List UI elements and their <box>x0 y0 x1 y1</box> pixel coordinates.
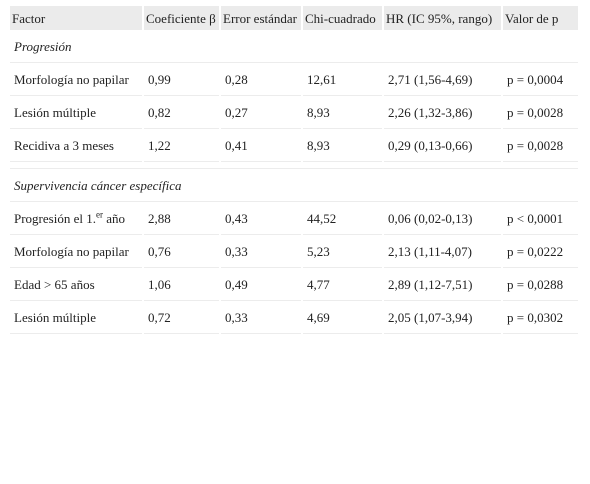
hr-cell: 2,89 (1,12-7,51) <box>384 270 501 301</box>
error-cell: 0,43 <box>221 204 301 235</box>
header-hr: HR (IC 95%, rango) <box>384 6 501 30</box>
factor-cell: Progresión el 1.er año <box>10 204 142 235</box>
factor-cell: Lesión múltiple <box>10 98 142 129</box>
section-title: Supervivencia cáncer específica <box>10 171 578 202</box>
p-cell: p = 0,0004 <box>503 65 578 96</box>
p-cell: p = 0,0288 <box>503 270 578 301</box>
hr-cell: 2,26 (1,32-3,86) <box>384 98 501 129</box>
coef-cell: 0,72 <box>144 303 219 334</box>
p-cell: p = 0,0302 <box>503 303 578 334</box>
factor-cell: Morfología no papilar <box>10 237 142 268</box>
header-std-error: Error estándar <box>221 6 301 30</box>
chi-cell: 44,52 <box>303 204 382 235</box>
p-cell: p = 0,0028 <box>503 98 578 129</box>
error-cell: 0,41 <box>221 131 301 162</box>
table-row: Lesión múltiple 0,72 0,33 4,69 2,05 (1,0… <box>10 303 578 334</box>
error-cell: 0,28 <box>221 65 301 96</box>
table-row: Edad > 65 años 1,06 0,49 4,77 2,89 (1,12… <box>10 270 578 301</box>
p-cell: p < 0,0001 <box>503 204 578 235</box>
p-cell: p = 0,0222 <box>503 237 578 268</box>
p-cell: p = 0,0028 <box>503 131 578 162</box>
error-cell: 0,49 <box>221 270 301 301</box>
header-chi-square: Chi-cuadrado <box>303 6 382 30</box>
factor-cell: Recidiva a 3 meses <box>10 131 142 162</box>
header-coefficient: Coeficiente β <box>144 6 219 30</box>
coef-cell: 0,99 <box>144 65 219 96</box>
table-row: Lesión múltiple 0,82 0,27 8,93 2,26 (1,3… <box>10 98 578 129</box>
chi-cell: 4,69 <box>303 303 382 334</box>
chi-cell: 4,77 <box>303 270 382 301</box>
chi-cell: 8,93 <box>303 131 382 162</box>
header-p-value: Valor de p <box>503 6 578 30</box>
hr-cell: 0,29 (0,13-0,66) <box>384 131 501 162</box>
table-row: Morfología no papilar 0,99 0,28 12,61 2,… <box>10 65 578 96</box>
chi-cell: 5,23 <box>303 237 382 268</box>
error-cell: 0,27 <box>221 98 301 129</box>
section-title: Progresión <box>10 32 578 63</box>
table-row: Recidiva a 3 meses 1,22 0,41 8,93 0,29 (… <box>10 131 578 162</box>
coef-cell: 0,76 <box>144 237 219 268</box>
section-row: Progresión <box>10 32 578 63</box>
header-row: Factor Coeficiente β Error estándar Chi-… <box>10 6 578 30</box>
coef-cell: 2,88 <box>144 204 219 235</box>
hr-cell: 2,13 (1,11-4,07) <box>384 237 501 268</box>
hr-cell: 2,05 (1,07-3,94) <box>384 303 501 334</box>
error-cell: 0,33 <box>221 237 301 268</box>
header-factor: Factor <box>10 6 142 30</box>
hr-cell: 0,06 (0,02-0,13) <box>384 204 501 235</box>
coef-cell: 0,82 <box>144 98 219 129</box>
error-cell: 0,33 <box>221 303 301 334</box>
table-row: Morfología no papilar 0,76 0,33 5,23 2,1… <box>10 237 578 268</box>
table-row: Progresión el 1.er año 2,88 0,43 44,52 0… <box>10 204 578 235</box>
factor-cell: Edad > 65 años <box>10 270 142 301</box>
factor-cell: Lesión múltiple <box>10 303 142 334</box>
coef-cell: 1,06 <box>144 270 219 301</box>
superscript: er <box>95 209 103 220</box>
chi-cell: 8,93 <box>303 98 382 129</box>
factor-cell: Morfología no papilar <box>10 65 142 96</box>
chi-cell: 12,61 <box>303 65 382 96</box>
results-table: Factor Coeficiente β Error estándar Chi-… <box>8 4 580 336</box>
section-row: Supervivencia cáncer específica <box>10 171 578 202</box>
hr-cell: 2,71 (1,56-4,69) <box>384 65 501 96</box>
coef-cell: 1,22 <box>144 131 219 162</box>
section-spacer <box>10 164 578 169</box>
